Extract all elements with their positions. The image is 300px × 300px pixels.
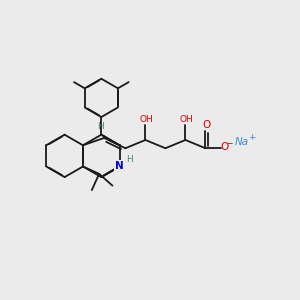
Text: O: O bbox=[220, 142, 228, 152]
Text: O: O bbox=[202, 120, 210, 130]
Text: OH: OH bbox=[139, 116, 153, 124]
Text: N: N bbox=[115, 161, 124, 172]
Text: −: − bbox=[225, 138, 233, 147]
Text: H: H bbox=[126, 155, 133, 164]
Text: +: + bbox=[248, 133, 256, 142]
Text: H: H bbox=[97, 122, 104, 131]
Text: Na: Na bbox=[235, 137, 249, 147]
Text: OH: OH bbox=[179, 116, 193, 124]
